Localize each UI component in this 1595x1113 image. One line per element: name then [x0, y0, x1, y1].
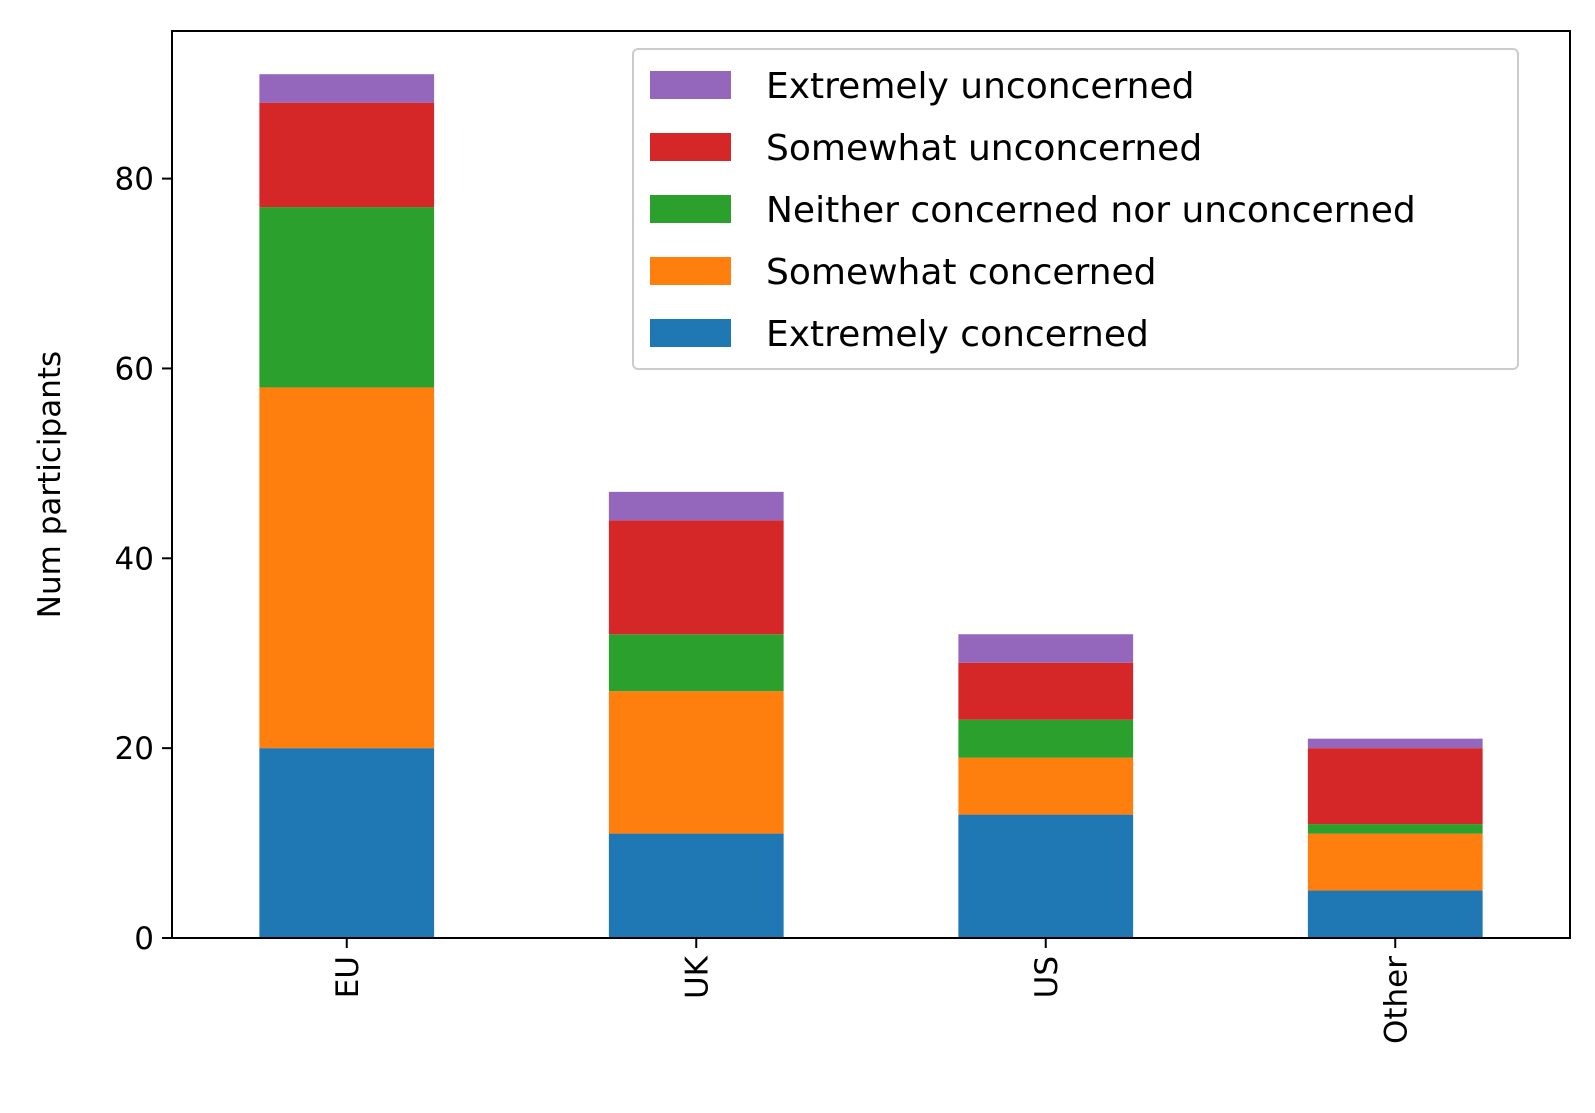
bar-other-series-2 — [1307, 824, 1483, 834]
legend-label: Somewhat unconcerned — [766, 128, 1202, 169]
bar-us-series-4 — [958, 634, 1134, 663]
bar-eu-series-1 — [259, 387, 435, 749]
legend-label: Extremely unconcerned — [766, 66, 1194, 107]
bar-other-series-3 — [1307, 748, 1483, 825]
legend-swatch — [650, 319, 731, 347]
bar-us-series-3 — [958, 662, 1134, 720]
bars-layer — [259, 74, 1483, 938]
bar-uk-series-2 — [608, 634, 784, 692]
bar-us-series-2 — [958, 719, 1134, 758]
bar-us-series-1 — [958, 757, 1134, 815]
bar-us-series-0 — [958, 814, 1134, 938]
bar-other-series-4 — [1307, 738, 1483, 749]
legend-label: Neither concerned nor unconcerned — [766, 190, 1416, 231]
x-tick-label-other: Other — [1378, 956, 1414, 1044]
y-tick-label: 0 — [134, 921, 154, 957]
bar-uk-series-4 — [608, 491, 784, 521]
y-axis-label: Num participants — [32, 351, 68, 618]
bar-eu-series-3 — [259, 102, 435, 208]
x-tick-label-us: US — [1029, 956, 1065, 998]
y-tick-label: 60 — [115, 351, 154, 387]
bar-eu-series-2 — [259, 207, 435, 388]
legend-label: Somewhat concerned — [766, 252, 1157, 293]
y-tick-label: 40 — [115, 541, 154, 577]
bar-eu-series-0 — [259, 748, 435, 938]
legend-swatch — [650, 133, 731, 161]
x-tick-label-eu: EU — [330, 956, 366, 998]
legend-swatch — [650, 257, 731, 285]
bar-uk-series-1 — [608, 691, 784, 834]
bar-uk-series-3 — [608, 520, 784, 635]
x-tick-label-uk: UK — [679, 955, 715, 999]
bar-uk-series-0 — [608, 833, 784, 938]
legend-label: Extremely concerned — [766, 314, 1149, 355]
bar-other-series-1 — [1307, 833, 1483, 891]
legend-box — [632, 48, 1519, 370]
plot-frame — [171, 30, 1571, 939]
legend: Extremely unconcerned Somewhat unconcerne… — [632, 48, 1519, 370]
y-tick-label: 80 — [115, 162, 154, 198]
y-axis: 0 20 40 60 80 — [115, 162, 172, 957]
legend-swatch — [650, 195, 731, 223]
bar-other-series-0 — [1307, 890, 1483, 938]
legend-swatch — [650, 71, 731, 99]
bar-eu-series-4 — [259, 74, 435, 103]
y-tick-label: 20 — [115, 731, 154, 767]
x-axis: EU UK US Other — [330, 938, 1414, 1044]
